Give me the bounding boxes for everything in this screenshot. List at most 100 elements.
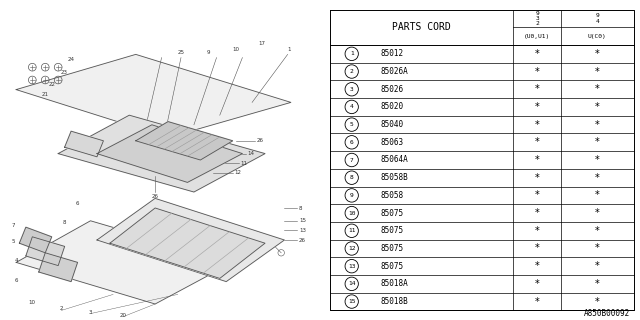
- Polygon shape: [26, 237, 65, 266]
- Text: *: *: [534, 67, 540, 76]
- Text: *: *: [534, 49, 540, 59]
- Text: 3: 3: [89, 310, 92, 315]
- Text: *: *: [595, 190, 600, 200]
- Text: *: *: [534, 137, 540, 147]
- Text: A850B00092: A850B00092: [584, 309, 630, 318]
- Text: *: *: [534, 226, 540, 236]
- Text: 5: 5: [350, 122, 353, 127]
- Text: *: *: [595, 102, 600, 112]
- Text: 85075: 85075: [380, 209, 403, 218]
- Text: 85018B: 85018B: [380, 297, 408, 306]
- Text: 85040: 85040: [380, 120, 403, 129]
- Text: *: *: [534, 84, 540, 94]
- Text: 20: 20: [119, 313, 126, 318]
- Text: *: *: [595, 84, 600, 94]
- Text: 6: 6: [15, 277, 18, 283]
- Text: 7: 7: [350, 157, 353, 163]
- Text: 9: 9: [350, 193, 353, 198]
- Text: 85058B: 85058B: [380, 173, 408, 182]
- Text: *: *: [595, 208, 600, 218]
- Text: *: *: [595, 120, 600, 130]
- Text: 2: 2: [60, 307, 63, 311]
- Text: 11: 11: [241, 161, 248, 166]
- Text: 24: 24: [68, 57, 75, 62]
- Polygon shape: [110, 208, 265, 278]
- Text: 8: 8: [350, 175, 353, 180]
- Text: 1: 1: [350, 51, 353, 56]
- Polygon shape: [136, 122, 233, 160]
- Text: *: *: [595, 226, 600, 236]
- Text: (U0,U1): (U0,U1): [524, 34, 550, 39]
- Text: 26: 26: [257, 138, 264, 143]
- Text: *: *: [534, 190, 540, 200]
- Text: *: *: [595, 279, 600, 289]
- Text: 11: 11: [348, 228, 355, 233]
- Text: *: *: [534, 279, 540, 289]
- Text: *: *: [534, 102, 540, 112]
- Text: 9
3
2: 9 3 2: [535, 11, 539, 26]
- Text: 13: 13: [348, 264, 355, 269]
- Text: 85075: 85075: [380, 226, 403, 235]
- Text: *: *: [595, 67, 600, 76]
- Text: 12: 12: [348, 246, 355, 251]
- Text: *: *: [595, 155, 600, 165]
- Text: 85075: 85075: [380, 244, 403, 253]
- Text: *: *: [534, 155, 540, 165]
- Text: 2: 2: [350, 69, 353, 74]
- Text: 85026: 85026: [380, 85, 403, 94]
- Text: 85058: 85058: [380, 191, 403, 200]
- Text: *: *: [595, 297, 600, 307]
- Text: *: *: [534, 208, 540, 218]
- Text: U(C0): U(C0): [588, 34, 607, 39]
- Text: *: *: [534, 297, 540, 307]
- Polygon shape: [19, 227, 52, 253]
- Text: 8: 8: [63, 220, 67, 225]
- Polygon shape: [65, 131, 104, 157]
- Text: 26: 26: [299, 237, 306, 243]
- Text: 14: 14: [247, 151, 254, 156]
- Text: 10: 10: [233, 47, 240, 52]
- Text: 23: 23: [61, 69, 68, 75]
- Text: 26: 26: [152, 194, 159, 199]
- Polygon shape: [97, 198, 284, 282]
- Text: 13: 13: [299, 228, 306, 233]
- Text: 6: 6: [350, 140, 353, 145]
- Text: *: *: [534, 120, 540, 130]
- Polygon shape: [39, 253, 77, 282]
- Text: *: *: [595, 49, 600, 59]
- Text: 85063: 85063: [380, 138, 403, 147]
- Text: 21: 21: [42, 92, 49, 97]
- Text: 1: 1: [287, 47, 291, 52]
- Text: 4: 4: [350, 104, 353, 109]
- Text: *: *: [595, 244, 600, 253]
- Text: 22: 22: [48, 82, 55, 87]
- Text: 4: 4: [15, 259, 18, 263]
- Text: 85020: 85020: [380, 102, 403, 111]
- Text: 9
4: 9 4: [595, 13, 599, 24]
- Text: 12: 12: [234, 170, 241, 175]
- Text: *: *: [595, 137, 600, 147]
- Text: 14: 14: [348, 281, 355, 286]
- Text: 25: 25: [178, 50, 185, 55]
- Text: 85064A: 85064A: [380, 156, 408, 164]
- Text: 85012: 85012: [380, 49, 403, 58]
- Text: 85018A: 85018A: [380, 279, 408, 288]
- Text: 85075: 85075: [380, 262, 403, 271]
- Text: 85026A: 85026A: [380, 67, 408, 76]
- Polygon shape: [16, 221, 233, 304]
- Text: 8: 8: [299, 205, 303, 211]
- Text: 15: 15: [299, 218, 306, 223]
- Text: 3: 3: [350, 87, 353, 92]
- Text: 15: 15: [348, 299, 355, 304]
- Text: 10: 10: [29, 300, 36, 305]
- Text: 6: 6: [76, 201, 79, 206]
- Text: *: *: [595, 173, 600, 183]
- Text: 7: 7: [11, 223, 15, 228]
- Text: 5: 5: [11, 239, 15, 244]
- Text: *: *: [595, 261, 600, 271]
- Text: 9: 9: [207, 50, 211, 55]
- Polygon shape: [58, 115, 265, 192]
- Text: PARTS CORD: PARTS CORD: [392, 22, 451, 32]
- Polygon shape: [16, 54, 291, 138]
- Text: *: *: [534, 173, 540, 183]
